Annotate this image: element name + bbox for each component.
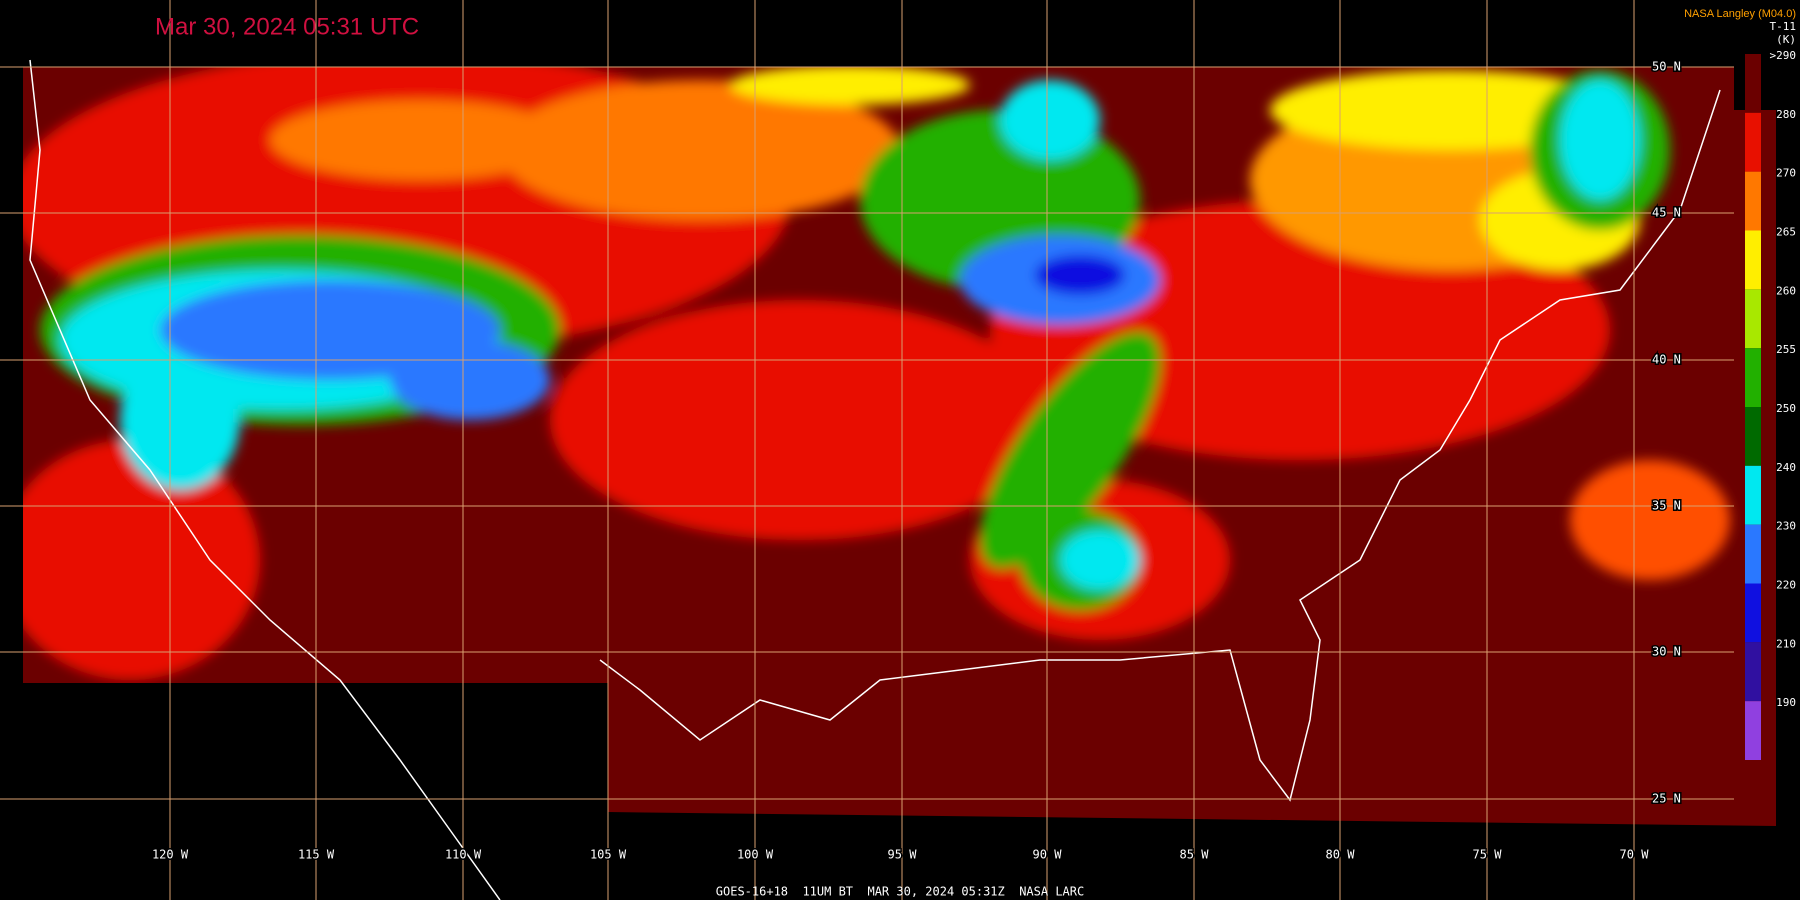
cloud-region (979, 331, 1161, 569)
latitude-label: 45 N (1652, 206, 1681, 220)
longitude-label: 115 W (298, 848, 335, 862)
colorbar-segment (1745, 289, 1761, 349)
longitude-label: 85 W (1180, 848, 1210, 862)
longitude-label: 105 W (590, 848, 627, 862)
colorbar-label: 255 (1776, 343, 1796, 356)
colorbar-segment (1745, 171, 1761, 231)
cloud-region (550, 300, 1050, 540)
colorbar-label: 190 (1776, 696, 1796, 709)
longitude-label: 70 W (1620, 848, 1650, 862)
colorbar-segment (1745, 348, 1761, 407)
colorbar-title: T-11 (1770, 20, 1797, 33)
latitude-label: 25 N (1652, 792, 1681, 806)
colorbar-label: 260 (1776, 284, 1796, 297)
cloud-region (730, 67, 970, 105)
colorbar-label: 230 (1776, 520, 1796, 533)
cloud-region (270, 100, 570, 180)
longitude-label: 75 W (1473, 848, 1503, 862)
credit: NASA Langley (M04.0) (1684, 8, 1796, 20)
longitude-label: 80 W (1326, 848, 1356, 862)
colorbar-label: >290 (1770, 49, 1797, 62)
colorbar-label: 240 (1776, 461, 1796, 474)
cloud-region (1000, 80, 1100, 160)
colorbar-segment (1745, 230, 1761, 290)
cloud-region (1560, 80, 1640, 200)
cloud-region (390, 340, 550, 420)
latitude-label: 30 N (1652, 645, 1681, 659)
latitude-label: 50 N (1652, 60, 1681, 74)
colorbar: >290 280 270 265 260 255 250 240 230 220 210 190 (1745, 49, 1796, 760)
cloud-region (1570, 460, 1730, 580)
longitude-label: 110 W (445, 848, 482, 862)
colorbar-segment (1745, 642, 1761, 702)
colorbar-label: 265 (1776, 226, 1796, 239)
colorbar-label: 280 (1776, 108, 1796, 121)
colorbar-label: 220 (1776, 579, 1796, 592)
longitude-label: 100 W (737, 848, 774, 862)
colorbar-segment (1745, 524, 1761, 584)
colorbar-segment (1745, 701, 1761, 760)
latitude-label: 35 N (1652, 499, 1681, 513)
colorbar-unit: (K) (1776, 33, 1796, 46)
colorbar-segment (1745, 465, 1761, 525)
colorbar-segment (1745, 407, 1761, 466)
colorbar-label: 210 (1776, 637, 1796, 650)
graticule: 50 N 45 N 40 N 35 N 30 N 25 N 120 W 115 W 110 W 1… (0, 0, 1734, 900)
colorbar-label: 250 (1776, 402, 1796, 415)
cloud-region (23, 440, 260, 680)
longitude-label: 90 W (1033, 848, 1063, 862)
cloud-region (1035, 255, 1125, 295)
colorbar-label: 270 (1776, 167, 1796, 180)
cloud-region (500, 80, 900, 220)
footer: GOES-16+18 11UM BT MAR 30, 2024 05:31Z N… (716, 885, 1084, 899)
cloud-region (120, 350, 240, 490)
colorbar-segment (1745, 112, 1761, 172)
cloud-region (1060, 530, 1140, 590)
coastline (29, 59, 1721, 900)
latitude-label: 40 N (1652, 353, 1681, 367)
longitude-label: 95 W (888, 848, 918, 862)
longitude-label: 120 W (152, 848, 189, 862)
colorbar-segment (1745, 54, 1761, 113)
timestamp: Mar 30, 2024 05:31 UTC (155, 13, 419, 40)
colorbar-segment (1745, 583, 1761, 643)
